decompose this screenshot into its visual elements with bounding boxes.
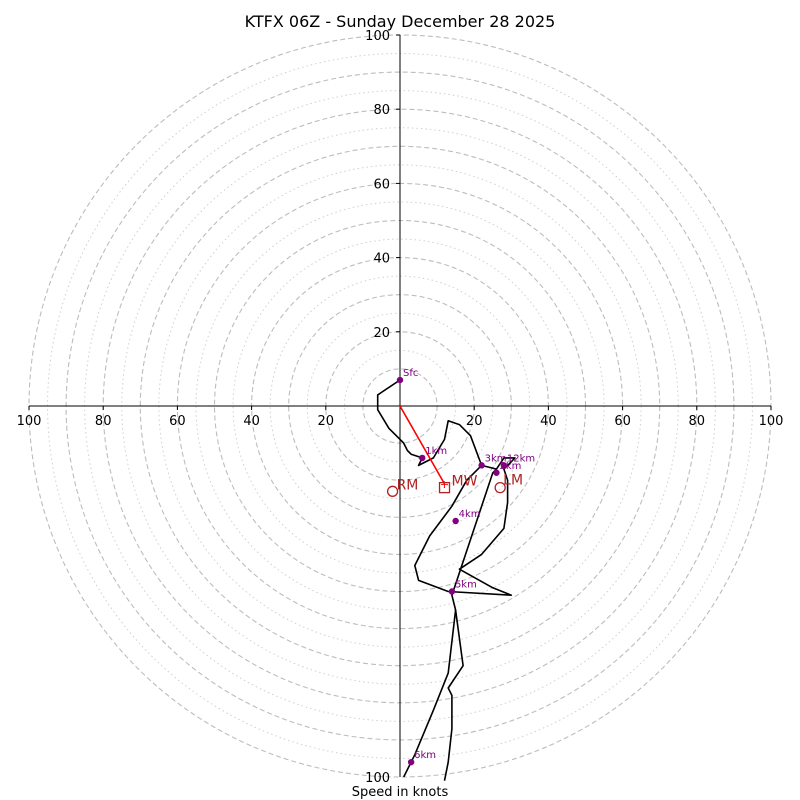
x-tick-label: 40 [243,414,260,429]
left-mover-label: LM [503,473,523,489]
height-marker-dot [448,588,456,595]
height-marker-label: 2km [499,461,521,472]
y-tick-label: 60 [373,177,390,192]
y-tick-label: 100 [365,771,390,786]
x-tick-label: 100 [17,414,42,429]
y-tick-label: 40 [373,252,390,267]
mean-wind-marker [438,481,451,494]
height-marker-label: 3km [485,453,507,464]
y-tick-label: 80 [373,103,390,118]
height-marker-dot [419,454,426,462]
x-axis-label: Speed in knots [352,785,449,800]
height-marker-dot [396,376,404,384]
x-tick-label: 20 [318,414,335,429]
height-marker-dot [407,758,415,766]
height-marker-label: 1km [425,446,447,457]
hodograph-trace: + [376,379,516,781]
height-marker-label: 6km [414,750,436,761]
tick-labels: 100 80 60 40 20 20 40 60 80 100 20 40 60 80 100 100 [17,29,784,786]
right-mover-label: RM [397,477,419,493]
height-marker-label: 4km [459,509,481,520]
height-marker-label: Sfc [403,368,418,379]
right-mover-marker [386,485,399,497]
height-marker-label: 5km [455,580,477,591]
x-tick-label: 80 [95,414,112,429]
x-tick-label: 100 [759,414,784,429]
chart-title: KTFX 06Z - Sunday December 28 2025 [245,12,556,31]
x-tick-label: 20 [466,414,483,429]
left-mover-marker [494,481,506,494]
y-tick-label: 20 [373,326,390,341]
height-marker-dot [493,469,500,476]
height-marker-dot [478,462,485,469]
x-tick-label: 80 [689,414,706,429]
y-tick-label: 100 [365,29,390,44]
x-tick-label: 60 [614,414,631,429]
height-marker-dot [452,517,459,525]
storm-motion-markers: MW RM LM [386,473,523,497]
shear-vector-line [399,405,446,485]
mean-wind-label: MW [452,474,478,490]
x-tick-label: 40 [540,414,557,429]
height-marker-label: 12km [507,453,535,464]
shear-vector-tip: + [440,478,449,491]
height-marker-dot [500,462,508,469]
hodograph-line [376,379,516,781]
x-tick-label: 60 [169,414,186,429]
